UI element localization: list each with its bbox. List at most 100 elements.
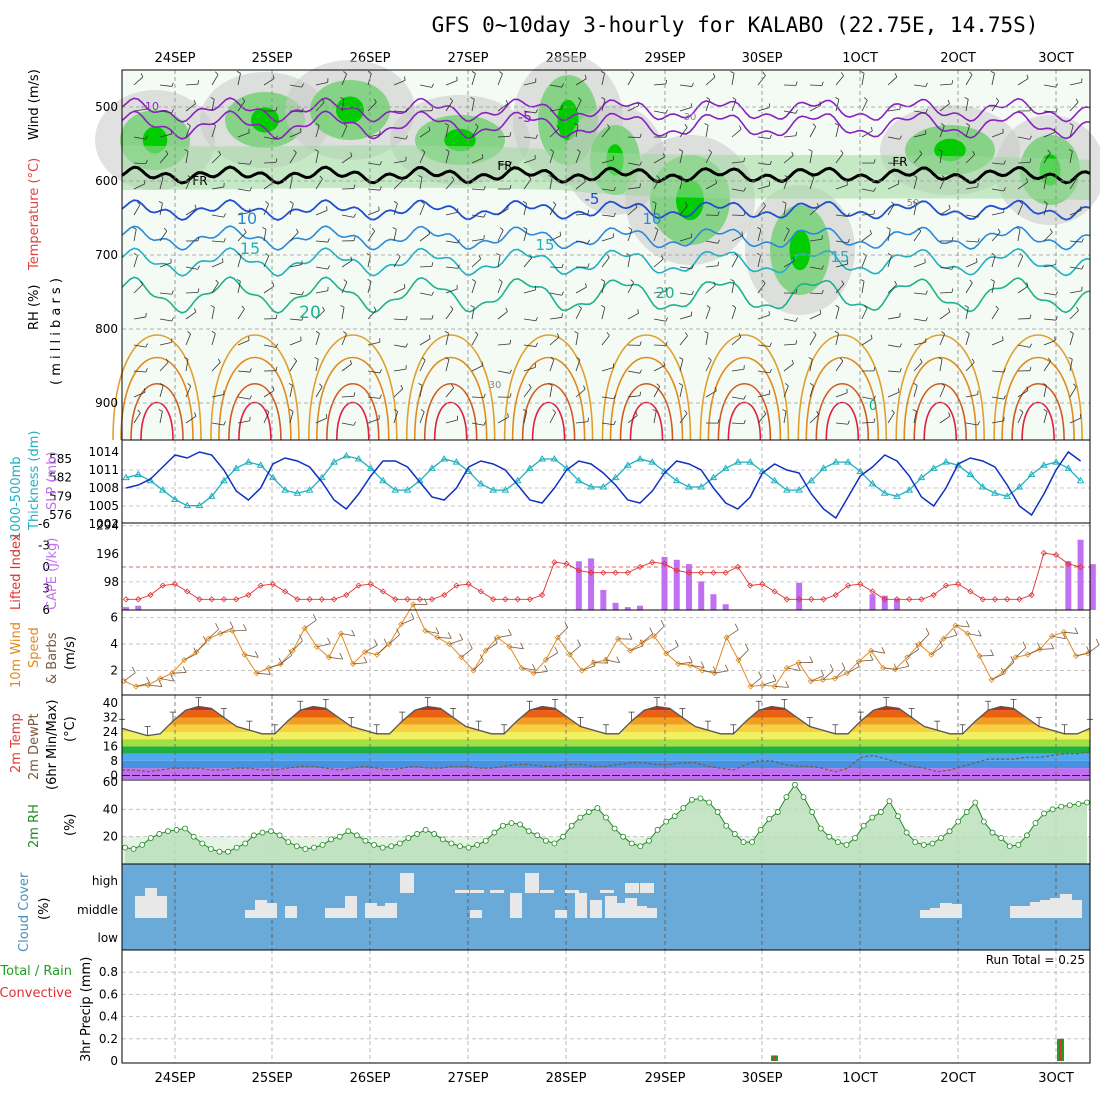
rh-point (680, 805, 687, 811)
wind-barb-flag (576, 357, 581, 361)
wind-barb (237, 420, 250, 424)
wind-barb (211, 362, 221, 372)
thickness-point (305, 486, 314, 493)
wind-barb (471, 396, 485, 399)
rh-point (139, 841, 146, 848)
wind-barb-flag (394, 409, 398, 412)
wind-barb (185, 125, 191, 138)
wind-barb-flag (661, 255, 664, 260)
wind-barb (367, 210, 380, 216)
rh-point (912, 839, 919, 846)
wind-barb-flag (585, 283, 587, 288)
wind-barb (913, 411, 917, 424)
li-point (147, 591, 154, 599)
wind-barb-flag (548, 175, 553, 178)
slp-line (125, 450, 1082, 520)
isotherm-25 (210, 334, 300, 441)
wind-barb (1027, 648, 1041, 656)
li-point (331, 596, 338, 603)
wind-barb (289, 360, 298, 372)
wind-barb-flag (743, 419, 746, 424)
rh-point (302, 846, 309, 852)
pressure-tick: 800 (95, 322, 118, 336)
wind-barb (834, 668, 846, 679)
rh-point (603, 814, 609, 821)
wind-barb (757, 393, 770, 398)
wind-barb-flag (509, 393, 512, 398)
top-date-label: 2OCT (940, 51, 976, 66)
wind-barb-flag (211, 123, 216, 126)
contour-label: 0 (869, 399, 877, 414)
wind-barb-flag (293, 357, 297, 362)
wind-barb (1017, 162, 1031, 164)
rh-point (431, 831, 438, 837)
wind-speed-point (892, 666, 899, 673)
rh-point (542, 837, 549, 844)
li-point (698, 569, 705, 576)
wind-barb-flag (819, 309, 822, 314)
wind-barb-flag (1019, 409, 1024, 413)
wind-barb-flag (322, 306, 325, 311)
li-point (453, 582, 460, 589)
wind-barb (835, 360, 844, 372)
li-point (1028, 591, 1035, 599)
wind-barb (1017, 136, 1030, 140)
wind-barb-flag (795, 289, 798, 294)
wind-speed-point (976, 652, 983, 660)
wind-barb-flag (870, 334, 873, 339)
wind-barb (211, 422, 224, 426)
rh-point (963, 809, 970, 815)
contour-label: -5 (585, 190, 600, 208)
wind-barb (237, 340, 250, 346)
wind-barb (419, 338, 431, 346)
wind-barb-flag (445, 149, 450, 152)
thickness-point (844, 458, 852, 465)
rh-point (422, 826, 429, 833)
wind-barb (731, 128, 742, 138)
rh-point (688, 796, 695, 803)
wind-speed-point (325, 654, 332, 661)
wind-barb-flag (427, 229, 431, 235)
wind-barb-flag (431, 106, 434, 111)
wind-barb-flag (421, 149, 426, 153)
slp-tick: 1005 (88, 499, 119, 513)
wind-barb (133, 344, 146, 348)
wind-barb (835, 263, 848, 268)
wind-speed-point (868, 647, 875, 654)
wind-barb-flag (665, 287, 667, 292)
wind-barb-flag (684, 202, 688, 206)
wind-barb (605, 659, 620, 664)
wind-barb (939, 385, 946, 398)
wind-barb-flag (459, 633, 464, 640)
wind-speed-point (614, 635, 622, 642)
cloud-mid-bar (265, 903, 277, 918)
wind-barb (419, 292, 432, 296)
wind-barb-flag (660, 620, 665, 627)
wind-barb (991, 132, 1004, 138)
wind-barb-flag (708, 149, 712, 153)
wind-barb-flag (688, 655, 693, 663)
pressure-tick: 500 (95, 100, 118, 114)
wind-barb (445, 288, 458, 294)
wind-barb (731, 73, 735, 86)
wind-barb (497, 416, 509, 424)
temp-band (122, 746, 1090, 754)
wind-barb (1017, 229, 1021, 242)
wind-barb (185, 415, 197, 424)
wind-barb-flag (275, 343, 278, 348)
wind-barb (133, 162, 147, 165)
li-point (771, 588, 778, 595)
wind-barb (809, 126, 817, 138)
rh-point (457, 843, 463, 850)
wind-barb (341, 422, 354, 426)
thickness-point (1003, 492, 1012, 499)
wind-barb (653, 110, 666, 114)
wind-barb (211, 307, 215, 320)
wind-barb-flag (951, 288, 954, 293)
thickness-point (134, 470, 143, 478)
wind-barb-flag (197, 236, 200, 241)
wind-barb (835, 75, 844, 86)
wind-barb-flag (715, 179, 717, 184)
wind-barb (549, 204, 557, 216)
